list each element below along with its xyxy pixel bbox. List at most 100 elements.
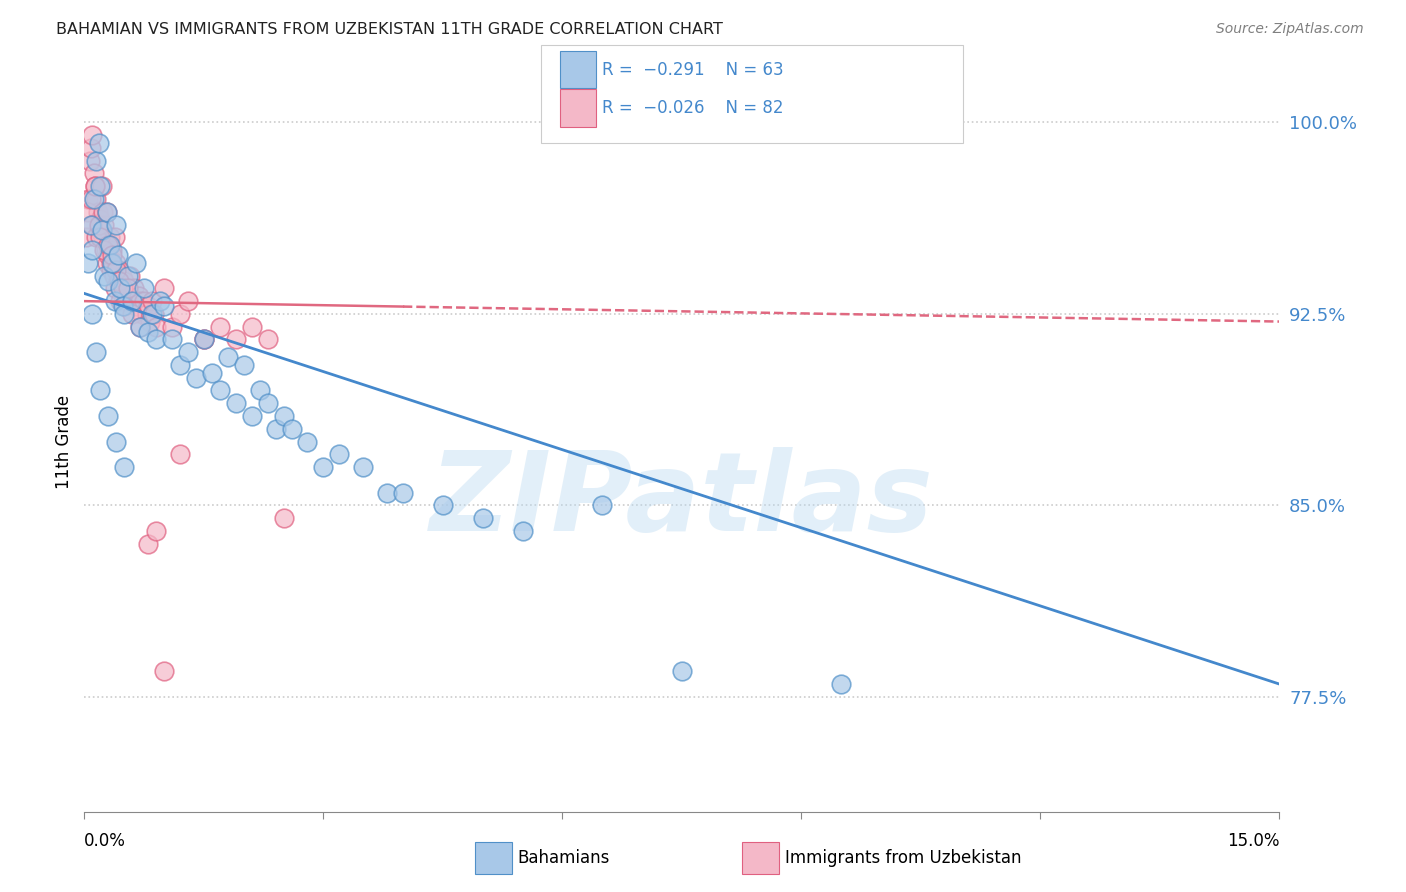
Point [89,212,111,227]
Point [177,345,200,359]
Text: 0.0%: 0.0% [84,832,127,850]
Point [392,485,415,500]
Point [107,274,129,288]
Point [97,238,120,252]
Point [249,384,271,398]
Point [830,677,852,691]
Text: BAHAMIAN VS IMMIGRANTS FROM UZBEKISTAN 11TH GRADE CORRELATION CHART: BAHAMIAN VS IMMIGRANTS FROM UZBEKISTAN 1… [56,22,723,37]
Point [101,256,124,270]
Point [80,192,103,206]
Point [208,319,231,334]
Point [91,204,114,219]
Point [107,263,129,277]
Point [105,218,128,232]
Point [125,256,148,270]
Point [671,665,693,679]
Point [97,248,120,262]
Point [141,294,163,309]
Point [100,256,122,270]
Point [77,192,100,206]
Point [110,281,132,295]
Point [82,243,104,257]
Point [128,289,150,303]
Point [280,422,302,436]
Point [107,274,129,288]
Point [132,294,156,309]
Point [82,218,104,232]
Point [264,422,287,436]
Point [184,370,207,384]
Text: Source: ZipAtlas.com: Source: ZipAtlas.com [1216,22,1364,37]
Point [111,289,134,303]
Point [105,263,128,277]
Point [94,243,117,257]
Point [117,281,139,295]
Point [160,333,183,347]
Point [256,396,278,410]
Point [273,511,295,525]
Point [90,222,112,236]
Text: R =  −0.026    N = 82: R = −0.026 N = 82 [602,99,783,117]
Point [104,230,127,244]
Point [101,248,124,262]
Point [86,192,108,206]
Point [89,179,111,194]
Point [98,238,121,252]
Point [139,314,162,328]
Point [107,248,129,262]
Point [328,447,350,461]
Point [111,281,134,295]
Point [110,294,132,309]
Point [129,294,152,309]
Point [89,230,111,244]
Point [149,294,172,309]
Point [96,204,118,219]
Point [136,299,159,313]
Point [82,128,104,143]
Point [131,307,153,321]
Point [83,179,105,194]
Point [105,434,128,449]
Point [111,299,134,313]
Point [208,384,231,398]
Point [83,179,105,194]
Point [217,351,239,365]
Point [93,243,115,257]
Point [297,434,319,449]
Point [80,218,103,232]
Point [169,447,191,461]
Point [97,274,120,288]
Point [225,396,247,410]
Point [86,153,108,168]
Point [105,256,128,270]
Point [87,204,110,219]
Point [111,268,134,283]
Point [160,319,183,334]
Point [98,230,121,244]
Point [143,307,166,321]
Point [312,460,335,475]
Point [169,307,191,321]
Point [90,179,112,194]
Point [135,307,157,321]
Point [100,263,122,277]
Point [82,307,104,321]
Point [193,333,215,347]
Point [273,409,295,423]
Point [141,307,163,321]
Point [471,511,494,525]
Point [89,384,111,398]
Point [118,268,141,283]
Point [115,294,138,309]
Point [256,333,278,347]
Point [104,281,127,295]
Point [91,230,114,244]
Point [240,319,263,334]
Text: 15.0%: 15.0% [1227,832,1279,850]
Point [112,307,135,321]
Point [153,281,176,295]
Point [132,281,156,295]
Point [145,333,167,347]
Point [87,136,110,150]
Point [86,230,108,244]
